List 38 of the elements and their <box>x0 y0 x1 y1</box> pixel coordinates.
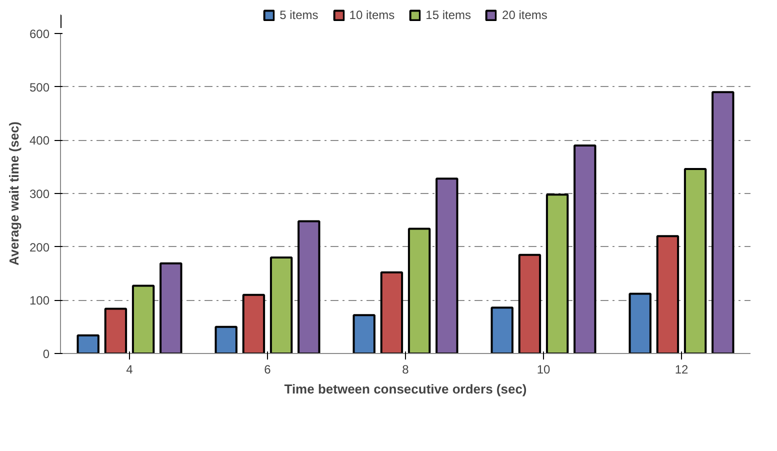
bar <box>490 306 514 354</box>
bar <box>656 235 680 354</box>
y-tick-label: 200 <box>29 240 50 254</box>
bar <box>104 308 128 354</box>
bar <box>574 144 596 354</box>
bar <box>436 178 458 354</box>
legend-label: 10 items <box>349 8 395 22</box>
legend-label: 20 items <box>502 8 548 22</box>
bar <box>518 254 542 354</box>
x-axis-title: Time between consecutive orders (sec) <box>284 382 527 396</box>
bar <box>628 292 652 354</box>
x-tick-label: 8 <box>402 362 410 376</box>
bar <box>352 314 376 354</box>
x-tick-label: 12 <box>674 362 688 376</box>
bar <box>546 194 569 354</box>
legend-label: 15 items <box>426 8 472 22</box>
y-tick-label: 500 <box>29 80 50 94</box>
y-tick-label: 400 <box>29 134 50 148</box>
bar <box>712 91 734 354</box>
bar <box>132 284 155 354</box>
bar <box>408 228 431 354</box>
legend-label: 5 items <box>280 8 318 22</box>
y-tick-label: 0 <box>42 347 50 361</box>
x-tick-label: 6 <box>264 362 272 376</box>
x-tick-label: 10 <box>536 362 550 376</box>
bar <box>214 326 238 354</box>
y-tick-label: 600 <box>29 27 50 41</box>
y-tick-label: 100 <box>29 294 50 308</box>
y-tick-label: 300 <box>29 187 50 201</box>
bar <box>270 256 293 354</box>
y-axis-title: Average wait time (sec) <box>6 121 22 266</box>
bar <box>242 294 266 354</box>
bar <box>380 271 404 354</box>
bar <box>298 220 320 354</box>
bar <box>76 334 100 354</box>
x-tick-label: 4 <box>126 362 134 376</box>
bar <box>160 262 182 354</box>
bar <box>684 168 707 354</box>
